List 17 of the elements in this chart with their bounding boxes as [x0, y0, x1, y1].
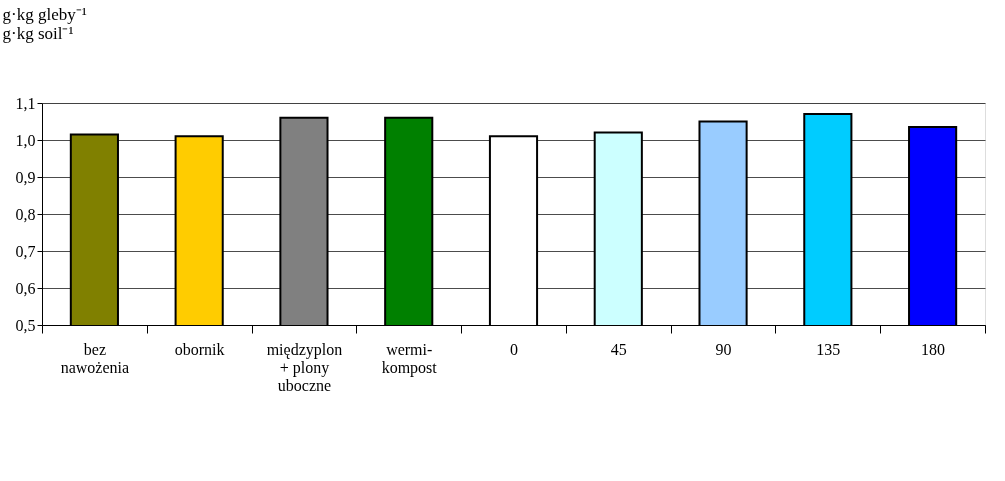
y-tick-label: 0,5	[15, 316, 36, 334]
x-tick-label: 135	[816, 340, 841, 358]
x-tick-label: wermi- kompost	[381, 340, 438, 377]
y-tick-label: 0,7	[15, 242, 36, 260]
x-tick-label: 90	[715, 340, 732, 358]
x-tick-label: 45	[610, 340, 627, 358]
y-tick-label: 1,0	[15, 131, 36, 149]
y-axis-title: g·kg gleby⁻¹ g·kg soil⁻¹	[2, 4, 87, 43]
x-tick-label: obornik	[174, 340, 225, 358]
x-tick-label: 0	[510, 340, 518, 358]
x-tick-label: bez nawożenia	[60, 340, 130, 376]
y-tick-label: 1,1	[15, 94, 36, 112]
y-tick-label: 0,8	[15, 205, 36, 223]
x-tick-label: 180	[921, 340, 946, 358]
y-tick-label: 0,6	[15, 279, 36, 297]
x-tick-label: międzyplon + plony uboczne	[266, 340, 343, 394]
y-tick-label: 0,9	[15, 168, 36, 186]
